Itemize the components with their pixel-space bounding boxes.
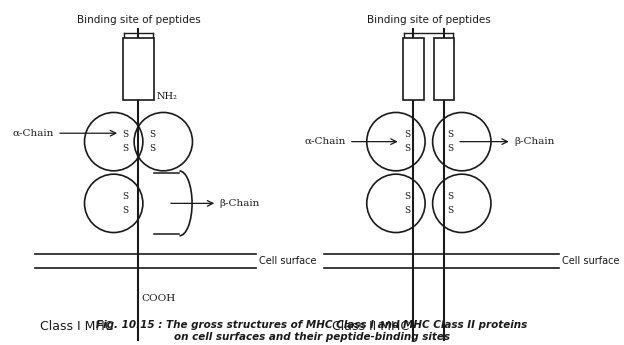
Text: S: S <box>404 191 410 200</box>
Text: S: S <box>149 130 155 139</box>
Text: α-Chain: α-Chain <box>13 129 54 138</box>
Text: S: S <box>447 191 454 200</box>
Text: β-Chain: β-Chain <box>514 137 555 146</box>
Text: S: S <box>149 145 155 154</box>
Text: α-Chain: α-Chain <box>305 137 346 146</box>
Bar <box>403 38 424 100</box>
Text: β-Chain: β-Chain <box>220 199 260 208</box>
Text: S: S <box>447 206 454 215</box>
Text: Cell surface: Cell surface <box>562 256 620 266</box>
Bar <box>434 38 454 100</box>
Text: S: S <box>447 145 454 154</box>
Text: S: S <box>404 206 410 215</box>
Text: S: S <box>122 145 128 154</box>
Text: S: S <box>122 191 128 200</box>
Text: Binding site of peptides: Binding site of peptides <box>77 15 200 25</box>
Text: NH₂: NH₂ <box>157 92 177 101</box>
Text: Class II MHC: Class II MHC <box>332 320 409 333</box>
Text: S: S <box>404 145 410 154</box>
Text: Cell surface: Cell surface <box>259 256 316 266</box>
Bar <box>123 38 154 100</box>
Text: COOH: COOH <box>141 294 175 303</box>
Text: S: S <box>447 130 454 139</box>
Text: Class I MHC: Class I MHC <box>41 320 114 333</box>
Text: S: S <box>122 206 128 215</box>
Text: S: S <box>404 130 410 139</box>
Text: Fig. 10.15 : The gross structures of MHC Class I and MHC Class II proteins
on ce: Fig. 10.15 : The gross structures of MHC… <box>96 320 528 342</box>
Text: Binding site of peptides: Binding site of peptides <box>367 15 490 25</box>
Text: S: S <box>122 130 128 139</box>
